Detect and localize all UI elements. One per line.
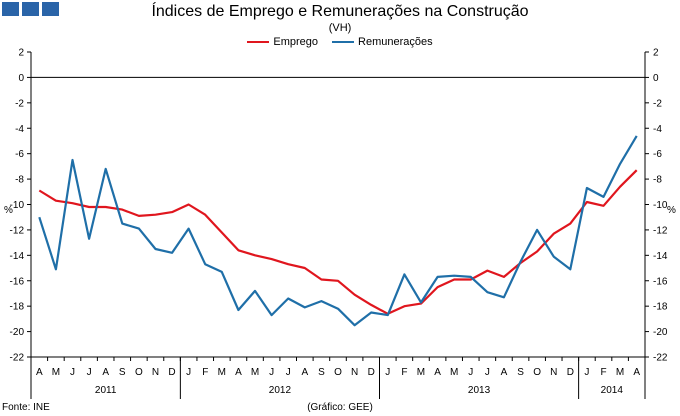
y-tick-label-right: -16 (653, 276, 668, 287)
y-tick-label-right: 0 (653, 73, 659, 84)
x-tick-label: N (152, 367, 159, 378)
y-tick-label-right: -12 (653, 225, 668, 236)
x-tick-label: A (301, 367, 308, 378)
x-tick-label: N (550, 367, 557, 378)
logo-square (42, 2, 59, 16)
x-tick-label: J (269, 367, 274, 378)
x-tick-label: M (218, 367, 226, 378)
y-tick-label-left: -2 (15, 98, 24, 109)
x-tick-label: S (119, 367, 126, 378)
y-tick-label-left: -22 (10, 353, 25, 364)
x-tick-label: M (450, 367, 458, 378)
x-tick-label: M (52, 367, 60, 378)
x-tick-label: S (318, 367, 325, 378)
chart-legend: Emprego Remunerações (0, 36, 680, 48)
legend-item-remuneracoes: Remunerações (332, 36, 433, 48)
logo-square (2, 2, 19, 16)
x-tick-label: N (351, 367, 358, 378)
legend-label-emprego: Emprego (273, 36, 319, 48)
y-tick-label-right: -18 (653, 302, 668, 313)
y-tick-label-right: -10 (653, 200, 668, 211)
x-tick-label: J (87, 367, 92, 378)
y-axis-label-right: % (667, 205, 676, 216)
x-tick-label: J (584, 367, 589, 378)
legend-label-remuneracoes: Remunerações (358, 36, 433, 48)
x-tick-label: J (485, 367, 490, 378)
year-label: 2013 (468, 385, 491, 396)
year-label: 2014 (601, 385, 624, 396)
y-tick-label-left: -14 (10, 251, 25, 262)
y-tick-label-left: -12 (10, 225, 25, 236)
y-tick-label-right: -6 (653, 149, 662, 160)
y-tick-label-left: -4 (15, 124, 24, 135)
x-tick-label: D (567, 367, 574, 378)
x-tick-label: A (235, 367, 242, 378)
x-tick-label: A (102, 367, 109, 378)
x-tick-label: M (251, 367, 259, 378)
credit-note: (Gráfico: GEE) (307, 402, 373, 413)
x-tick-label: D (168, 367, 175, 378)
y-tick-label-left: -8 (15, 175, 24, 186)
chart-subtitle: (VH) (328, 22, 352, 34)
chart-title: Índices de Emprego e Remunerações na Con… (151, 3, 529, 20)
x-tick-label: A (36, 367, 43, 378)
y-tick-label-right: 2 (653, 48, 659, 59)
y-axis-label-left: % (4, 205, 13, 216)
y-tick-label-right: -22 (653, 353, 668, 364)
x-tick-label: F (600, 367, 606, 378)
x-tick-label: M (616, 367, 624, 378)
y-tick-label-right: -8 (653, 175, 662, 186)
x-tick-label: J (70, 367, 75, 378)
y-tick-label-right: -4 (653, 124, 662, 135)
x-tick-label: S (517, 367, 524, 378)
y-tick-label-left: -16 (10, 276, 25, 287)
series-line-remuneracoes (38, 135, 638, 327)
y-tick-label-right: -20 (653, 327, 668, 338)
y-tick-label-left: -18 (10, 302, 25, 313)
x-tick-label: O (533, 367, 541, 378)
year-label: 2011 (95, 385, 117, 396)
x-tick-label: O (135, 367, 143, 378)
x-tick-label: J (186, 367, 191, 378)
legend-swatch-emprego (247, 41, 270, 43)
x-tick-label: A (434, 367, 441, 378)
x-tick-label: J (468, 367, 473, 378)
x-tick-label: M (417, 367, 425, 378)
x-tick-label: A (501, 367, 508, 378)
y-tick-label-right: -2 (653, 98, 662, 109)
y-tick-label-left: 2 (18, 48, 24, 59)
gee-logo (2, 2, 59, 16)
y-tick-label-left: -20 (10, 327, 25, 338)
legend-item-emprego: Emprego (247, 36, 318, 48)
x-tick-label: J (385, 367, 390, 378)
x-tick-label: O (334, 367, 342, 378)
logo-square (22, 2, 39, 16)
x-tick-label: A (633, 367, 640, 378)
x-tick-label: F (401, 367, 407, 378)
year-label: 2012 (269, 385, 292, 396)
series-line-emprego (38, 169, 638, 315)
y-tick-label-left: 0 (18, 73, 24, 84)
x-tick-label: J (286, 367, 291, 378)
x-tick-label: F (202, 367, 208, 378)
y-tick-label-left: -10 (10, 200, 25, 211)
x-tick-label: D (368, 367, 375, 378)
legend-swatch-remuneracoes (332, 41, 355, 43)
source-note: Fonte: INE (2, 402, 50, 413)
y-tick-label-right: -14 (653, 251, 668, 262)
y-tick-label-left: -6 (15, 149, 24, 160)
